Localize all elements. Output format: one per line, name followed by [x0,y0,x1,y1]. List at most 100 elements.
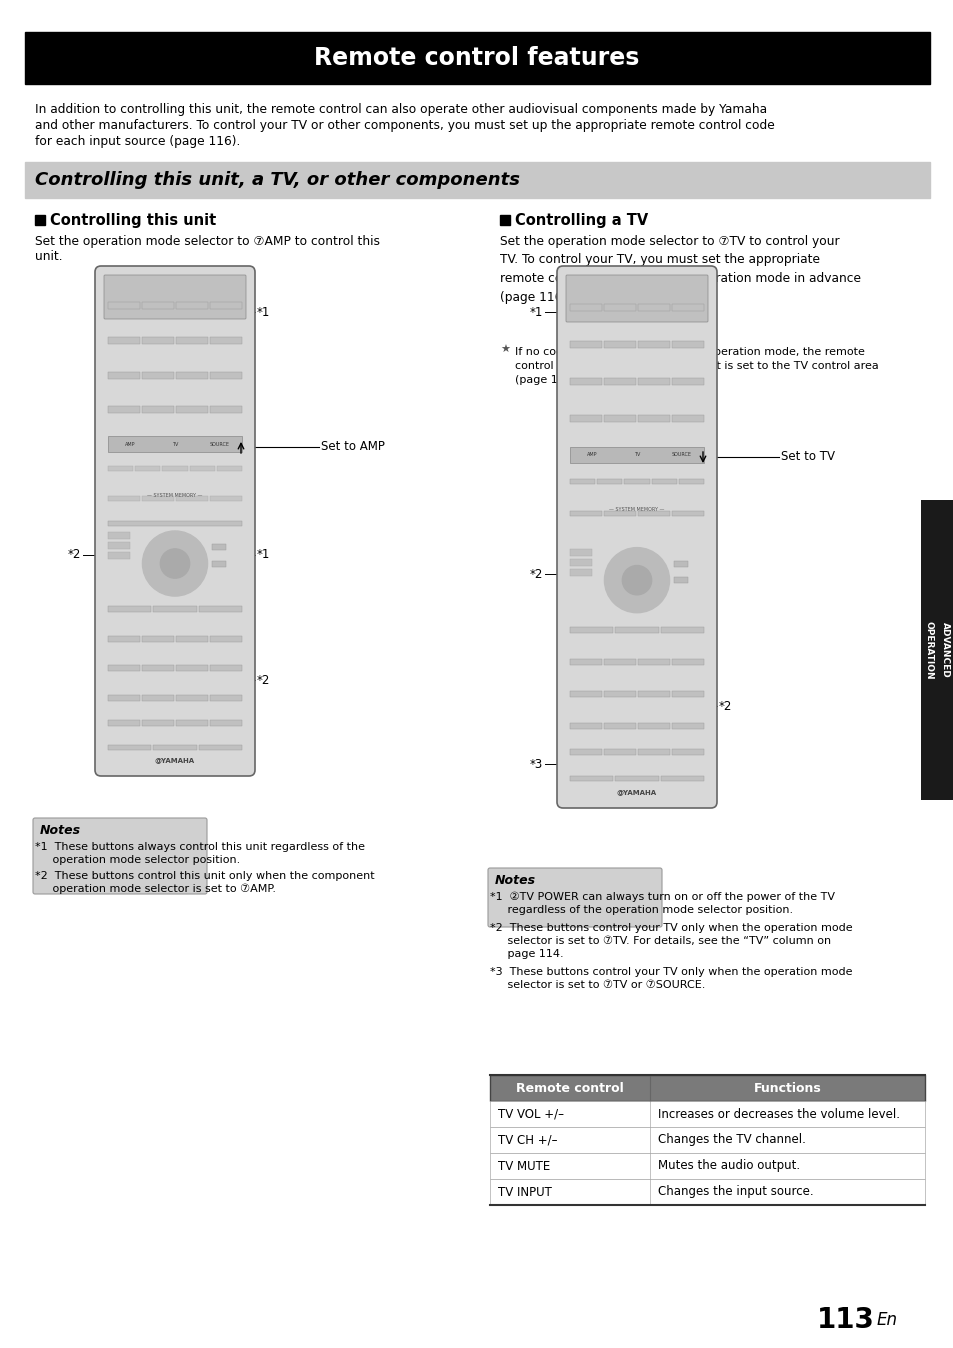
Bar [638,690,669,697]
Bar [638,511,669,515]
Circle shape [160,549,190,578]
Text: AMP: AMP [586,453,597,457]
Text: Notes: Notes [495,874,536,887]
FancyBboxPatch shape [565,275,707,322]
Bar [569,749,601,755]
Text: In addition to controlling this unit, the remote control can also operate other : In addition to controlling this unit, th… [35,102,766,116]
Bar [638,377,669,386]
Text: SOURCE: SOURCE [210,442,230,446]
Bar [212,545,225,550]
Bar [210,696,242,701]
Bar [175,696,208,701]
Bar [638,415,669,422]
Bar [569,690,601,697]
Circle shape [621,566,651,594]
Text: 113: 113 [817,1306,874,1335]
Text: ★: ★ [499,345,510,355]
Bar [25,32,929,84]
Bar [671,749,703,755]
Text: Set the operation mode selector to ⑦TV to control your
TV. To control your TV, y: Set the operation mode selector to ⑦TV t… [499,235,861,303]
Circle shape [604,547,669,613]
Bar [569,627,613,634]
Text: Set to AMP: Set to AMP [320,441,384,453]
Bar [597,479,621,484]
Bar [651,479,676,484]
Bar [603,723,636,728]
Bar [569,549,592,555]
Bar [603,690,636,697]
Text: *2: *2 [68,549,81,562]
Bar [569,775,613,780]
Bar [671,303,703,311]
Text: TV CH +/–: TV CH +/– [497,1134,557,1147]
Text: TV MUTE: TV MUTE [497,1159,550,1173]
Bar [108,496,140,501]
FancyBboxPatch shape [95,266,254,776]
Bar [603,511,636,515]
Text: Controlling this unit, a TV, or other components: Controlling this unit, a TV, or other co… [35,171,519,189]
Bar [175,666,208,671]
Bar [679,479,703,484]
Bar [638,341,669,348]
Bar [153,745,196,749]
Text: *3  These buttons control your TV only when the operation mode: *3 These buttons control your TV only wh… [490,967,852,977]
Text: Notes: Notes [40,824,81,837]
Bar [671,415,703,422]
Bar [920,500,953,799]
Bar [142,302,173,309]
Bar [108,720,140,727]
Text: operation mode selector position.: operation mode selector position. [35,855,240,865]
Bar [671,659,703,665]
Bar [615,627,658,634]
Bar [142,496,173,501]
Bar [603,415,636,422]
Text: TV: TV [633,453,639,457]
Bar [25,162,929,198]
Text: SOURCE: SOURCE [671,453,691,457]
Bar [210,407,242,414]
Bar [142,635,173,642]
Bar [490,1101,924,1127]
Bar [603,303,636,311]
Bar [35,214,45,225]
FancyBboxPatch shape [33,818,207,894]
Text: *2: *2 [529,568,542,581]
Bar [108,407,140,414]
Text: selector is set to ⑦TV. For details, see the “TV” column on: selector is set to ⑦TV. For details, see… [490,936,830,946]
Bar [216,466,242,472]
Text: *2  These buttons control this unit only when the component: *2 These buttons control this unit only … [35,871,375,882]
Bar [212,561,225,566]
Text: — SYSTEM MEMORY —: — SYSTEM MEMORY — [609,507,664,512]
Bar [624,479,649,484]
Bar [210,720,242,727]
Bar [108,635,140,642]
Text: Functions: Functions [753,1081,821,1095]
Text: En: En [876,1312,897,1329]
Bar [569,569,592,576]
Bar [162,466,188,472]
Bar [569,341,601,348]
Bar [490,1180,924,1205]
Text: *1: *1 [529,306,542,318]
Bar [108,696,140,701]
Text: If no code has been set for the TV operation mode, the remote
control operates t: If no code has been set for the TV opera… [515,346,878,386]
Bar [603,341,636,348]
Bar [210,337,242,344]
Text: unit.: unit. [35,249,63,263]
Bar [108,542,130,549]
Bar [108,532,130,539]
Bar [142,337,173,344]
Bar [175,302,208,309]
Bar [638,303,669,311]
Bar [198,605,242,612]
Text: Changes the input source.: Changes the input source. [658,1185,813,1198]
Bar [142,666,173,671]
Bar [671,690,703,697]
Bar [569,558,592,566]
Bar [569,723,601,728]
Text: Controlling this unit: Controlling this unit [50,213,216,228]
Bar [638,749,669,755]
Bar [142,372,173,379]
Bar [490,1153,924,1180]
Bar [603,659,636,665]
